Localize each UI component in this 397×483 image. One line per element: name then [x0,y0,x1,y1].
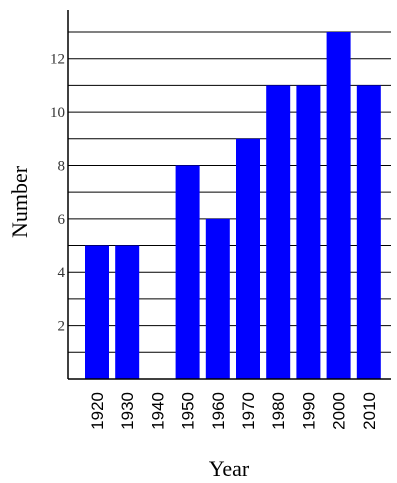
y-tick-label: 8 [58,158,66,174]
bar-1980 [266,85,291,379]
y-tick-label: 2 [58,319,66,335]
x-tick-label: 1980 [269,392,288,430]
y-tick-label: 10 [50,105,65,121]
x-tick-label: 1940 [148,392,167,430]
x-tick-label: 1960 [209,392,228,430]
bar-1930 [115,245,140,379]
bar-2010 [356,85,381,379]
bar-1960 [205,218,230,379]
bar-2000 [326,32,351,380]
bars [85,32,381,380]
bar-1970 [236,138,260,379]
x-tick-label: 1950 [179,392,198,430]
x-tick-label: 1920 [88,392,107,430]
x-tick-label: 1970 [239,392,258,430]
y-axis-title: Number [7,165,32,238]
y-tick-label: 6 [58,212,66,228]
y-tick-label: 4 [58,265,66,281]
axes [67,10,391,380]
x-tick-label: 2000 [330,392,349,430]
x-axis-title: Year [209,456,250,481]
bar-1950 [175,165,200,379]
x-tick-label: 2010 [360,392,379,430]
bar-1920 [85,245,109,379]
y-tick-labels: 2 4 6 8 10 12 [50,52,66,335]
y-tick-label: 12 [50,52,65,68]
bar-1990 [296,85,321,379]
x-tick-label: 1930 [118,392,137,430]
x-tick-labels: 1920 1930 1940 1950 1960 1970 1980 1990 2000 2010 [88,392,379,430]
x-tick-label: 1990 [299,392,318,430]
